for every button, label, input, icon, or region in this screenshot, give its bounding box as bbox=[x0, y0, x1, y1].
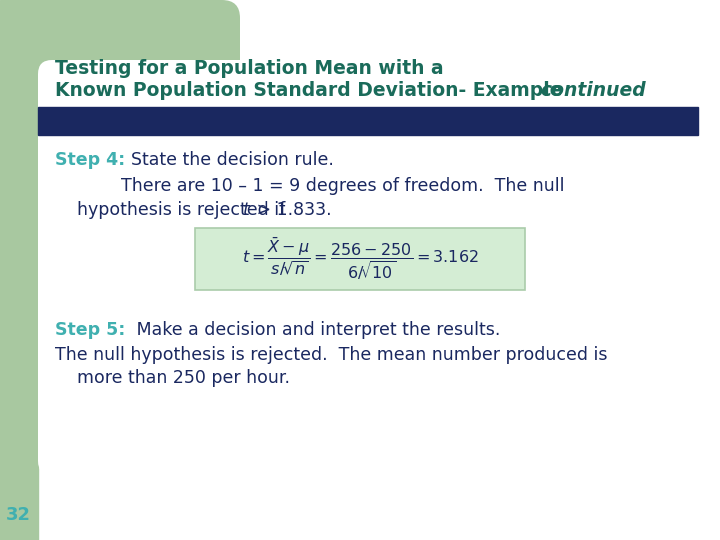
Text: State the decision rule.: State the decision rule. bbox=[120, 151, 334, 169]
Text: t: t bbox=[243, 201, 250, 219]
Text: The null hypothesis is rejected.  The mean number produced is: The null hypothesis is rejected. The mea… bbox=[55, 346, 608, 364]
Text: There are 10 – 1 = 9 degrees of freedom.  The null: There are 10 – 1 = 9 degrees of freedom.… bbox=[55, 177, 564, 195]
Text: Testing for a Population Mean with a: Testing for a Population Mean with a bbox=[55, 58, 444, 78]
FancyBboxPatch shape bbox=[38, 60, 708, 475]
Bar bbox=[195, 228, 525, 290]
Text: Known Population Standard Deviation- Example: Known Population Standard Deviation- Exa… bbox=[55, 80, 569, 99]
Text: Step 5:: Step 5: bbox=[55, 321, 125, 339]
Text: Make a decision and interpret the results.: Make a decision and interpret the result… bbox=[120, 321, 500, 339]
Bar bbox=[0, 0, 38, 540]
Text: 32: 32 bbox=[6, 506, 30, 524]
Bar bbox=[38, 107, 698, 135]
Text: more than 250 per hour.: more than 250 per hour. bbox=[55, 369, 290, 387]
Text: hypothesis is rejected if: hypothesis is rejected if bbox=[55, 201, 291, 219]
Text: > 1.833.: > 1.833. bbox=[251, 201, 332, 219]
FancyBboxPatch shape bbox=[0, 0, 240, 110]
Text: $\mathit{t} = \dfrac{\bar{X} - \mu}{s/\!\sqrt{n}} = \dfrac{256 - 250}{6/\!\sqrt{: $\mathit{t} = \dfrac{\bar{X} - \mu}{s/\!… bbox=[242, 236, 478, 282]
Text: continued: continued bbox=[540, 80, 646, 99]
Text: Step 4:: Step 4: bbox=[55, 151, 125, 169]
FancyBboxPatch shape bbox=[38, 100, 682, 440]
